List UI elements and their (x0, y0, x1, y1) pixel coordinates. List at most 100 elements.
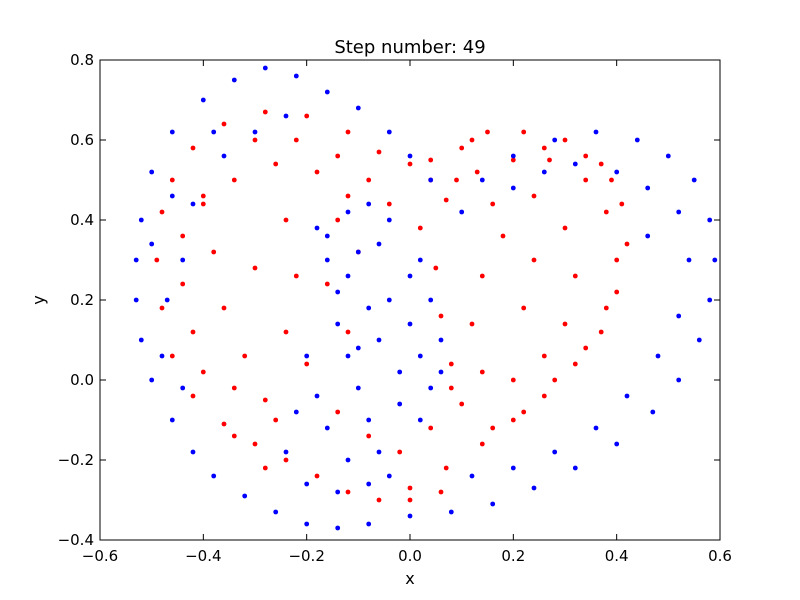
scatter-point-s1-27 (572, 465, 578, 471)
scatter-point-s0-95 (252, 137, 258, 143)
scatter-point-s0-39 (314, 169, 320, 175)
scatter-point-s0-107 (609, 177, 614, 183)
scatter-point-s1-22 (707, 297, 713, 303)
scatter-point-s0-70 (572, 273, 578, 279)
scatter-point-s1-97 (552, 449, 558, 455)
scatter-point-s1-19 (691, 177, 697, 183)
plot-frame (99, 59, 721, 541)
scatter-point-s1-17 (634, 137, 640, 143)
points-layer (133, 65, 718, 531)
scatter-point-s1-61 (345, 353, 351, 359)
scatter-point-s0-50 (417, 225, 423, 231)
scatter-point-s1-79 (417, 257, 423, 263)
scatter-point-s1-30 (448, 509, 454, 515)
scatter-point-s1-67 (324, 425, 330, 431)
scatter-point-s0-91 (190, 329, 196, 335)
scatter-point-s0-68 (531, 193, 537, 199)
scatter-point-s1-83 (397, 401, 403, 407)
scatter-point-s1-7 (324, 89, 330, 95)
scatter-point-s1-11 (428, 177, 434, 183)
scatter-point-s0-90 (180, 281, 186, 287)
scatter-point-s1-8 (355, 105, 361, 111)
scatter-point-s0-72 (541, 353, 547, 359)
scatter-point-s0-65 (474, 169, 480, 175)
scatter-point-s1-43 (133, 257, 139, 263)
scatter-point-s1-86 (304, 481, 310, 487)
scatter-point-s0-16 (624, 241, 630, 247)
scatter-point-s1-26 (614, 441, 620, 447)
scatter-point-s0-21 (510, 417, 516, 423)
scatter-point-s1-107 (149, 241, 155, 247)
ticks-layer: −0.6 −0.4 −0.2 0.0 0.2 0.4 0.6−0.4−0.20.00.20.… (58, 51, 732, 565)
scatter-point-s0-1 (190, 145, 196, 151)
scatter-point-s1-46 (190, 201, 196, 207)
scatter-point-s0-5 (345, 129, 351, 135)
scatter-point-s0-49 (231, 385, 237, 391)
scatter-point-s1-101 (541, 169, 547, 175)
scatter-point-s1-77 (366, 305, 372, 311)
scatter-point-s0-56 (521, 409, 527, 415)
scatter-point-s1-23 (696, 337, 702, 343)
scatter-point-s0-100 (407, 497, 413, 503)
scatter-point-s0-4 (304, 113, 310, 119)
scatter-point-s1-34 (304, 521, 310, 527)
scatter-point-s1-57 (355, 249, 361, 255)
scatter-point-s1-36 (242, 493, 248, 499)
scatter-point-s1-54 (366, 201, 372, 207)
scatter-point-s1-12 (459, 209, 465, 215)
scatter-point-s1-39 (169, 417, 175, 423)
x-tick-label-6: 0.6 (708, 547, 732, 565)
scatter-point-s0-13 (562, 137, 568, 143)
scatter-point-s0-32 (169, 353, 175, 359)
scatter-point-s1-38 (190, 449, 196, 455)
scatter-point-s0-73 (510, 377, 516, 383)
scatter-point-s0-2 (221, 121, 227, 127)
scatter-point-s1-66 (345, 457, 351, 463)
scatter-point-s0-54 (459, 401, 465, 407)
scatter-point-s0-82 (324, 281, 330, 287)
scatter-point-s1-56 (376, 241, 382, 247)
scatter-point-s1-69 (304, 353, 310, 359)
scatter-point-s0-52 (438, 313, 444, 319)
scatter-point-s1-62 (355, 385, 361, 391)
scatter-point-s0-55 (490, 425, 496, 431)
scatter-point-s0-6 (376, 149, 382, 155)
scatter-point-s0-28 (283, 457, 289, 463)
x-tick-label-1: −0.4 (185, 547, 221, 565)
scatter-point-s0-77 (500, 233, 506, 239)
y-axis-label: y (29, 295, 48, 304)
scatter-point-s0-35 (159, 209, 165, 215)
scatter-point-s1-45 (180, 257, 186, 263)
scatter-point-s0-0 (169, 177, 175, 183)
scatter-point-s1-2 (169, 129, 175, 135)
scatter-point-s0-59 (603, 305, 609, 311)
y-tick-label-2: 0.0 (70, 371, 94, 389)
scatter-point-s1-0 (138, 217, 144, 223)
scatter-point-s1-14 (510, 153, 516, 159)
scatter-point-s1-90 (645, 185, 651, 191)
y-tick-label-5: 0.6 (70, 131, 94, 149)
scatter-point-s1-15 (552, 137, 558, 143)
scatter-point-s0-74 (479, 369, 485, 375)
y-tick-label-6: 0.8 (70, 51, 94, 69)
scatter-point-s0-71 (562, 321, 568, 327)
scatter-point-s1-80 (438, 369, 444, 375)
y-tick-label-3: 0.2 (70, 291, 94, 309)
scatter-point-s0-40 (345, 193, 351, 199)
scatter-point-s0-79 (521, 305, 527, 311)
scatter-point-s1-16 (593, 129, 599, 135)
scatter-point-s0-97 (335, 153, 341, 159)
scatter-point-s1-49 (283, 113, 289, 119)
scatter-point-s1-24 (676, 377, 682, 383)
scatter-point-s1-106 (180, 385, 186, 391)
x-tick-label-2: −0.2 (288, 547, 324, 565)
scatter-point-s1-42 (133, 297, 139, 303)
scatter-point-s0-26 (345, 489, 351, 495)
scatter-point-s1-32 (366, 521, 372, 527)
scatter-point-s0-22 (479, 441, 485, 447)
scatter-point-s1-6 (293, 73, 299, 79)
scatter-point-s0-53 (448, 361, 454, 367)
scatter-point-s1-74 (417, 417, 423, 423)
scatter-point-s0-58 (583, 345, 589, 351)
scatter-point-s1-63 (366, 417, 372, 423)
